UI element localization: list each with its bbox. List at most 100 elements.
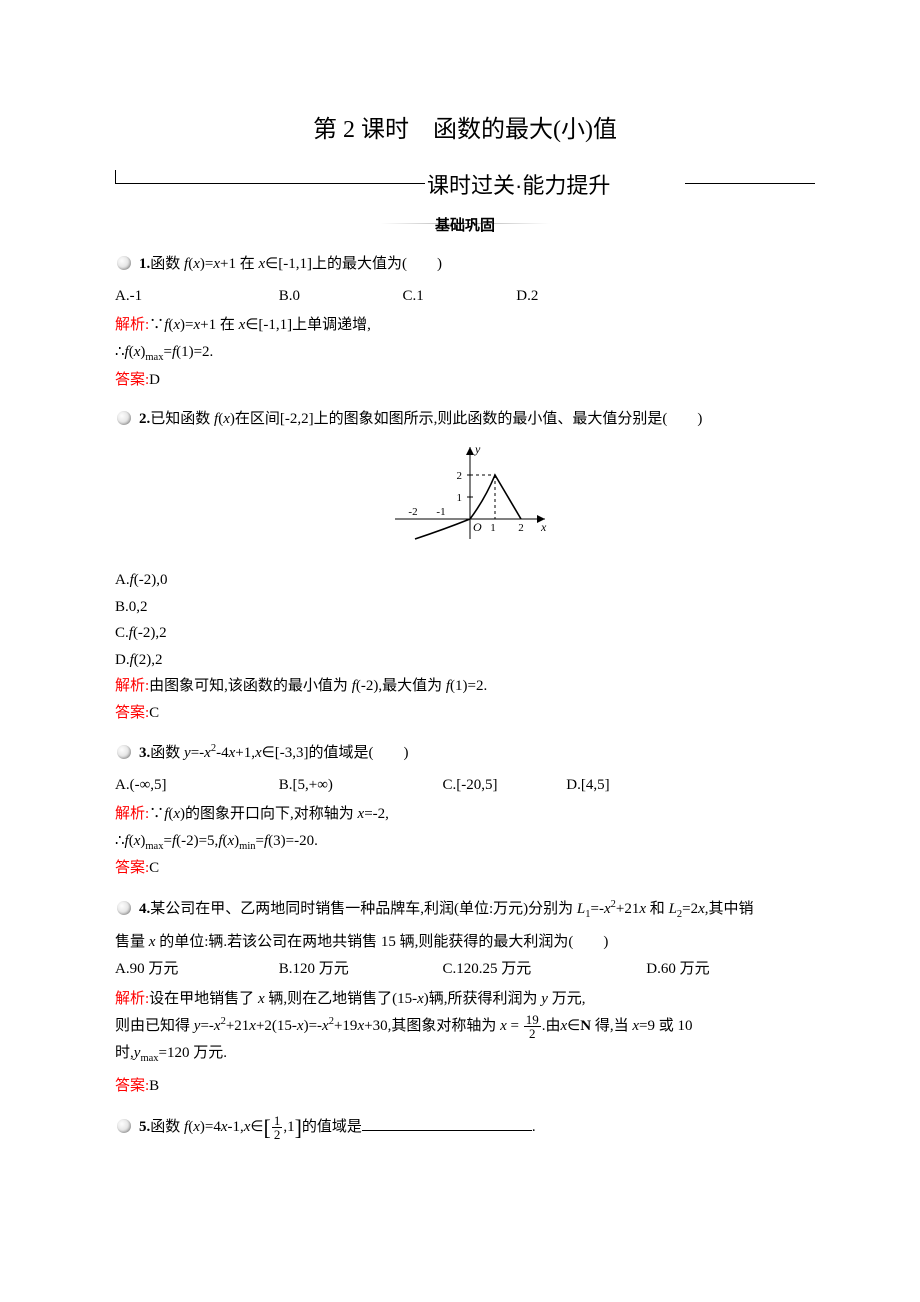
bracket-right: ] <box>295 1117 302 1139</box>
text: +1 在 <box>200 317 238 333</box>
q2-answer: 答案:C <box>115 701 815 727</box>
text: 得,当 <box>591 1018 632 1034</box>
opt-c: C.120.25 万元 <box>443 957 643 983</box>
q2-graph: y x O -2 -1 1 2 1 2 <box>115 439 815 559</box>
text: ∈[-3,3]的值域是( ) <box>262 745 409 761</box>
q5-number: 5. <box>139 1119 150 1135</box>
q4-analysis-3: 时,ymax=120 万元. <box>115 1041 815 1068</box>
opt-b: B.[5,+∞) <box>279 773 439 799</box>
function-graph: y x O -2 -1 1 2 1 2 <box>375 439 555 549</box>
opt-c: C.f(-2),2 <box>115 621 815 647</box>
text: 的单位:辆.若该公司在两地共销售 15 辆,则能获得的最大利润为( ) <box>155 934 608 950</box>
q1-number: 1. <box>139 256 150 272</box>
question-4: 4.某公司在甲、乙两地同时销售一种品牌车,利润(单位:万元)分别为 L1=-x2… <box>115 896 815 1100</box>
var-x: x <box>213 256 220 272</box>
var-x: x <box>698 901 705 917</box>
text: 某公司在甲、乙两地同时销售一种品牌车,利润(单位:万元)分别为 <box>150 901 577 917</box>
text: 时, <box>115 1045 134 1061</box>
subtitle-bar: 课时过关·能力提升 <box>115 169 815 205</box>
q1-options: A.-1 B.0 C.1 D.2 <box>115 284 815 310</box>
text: ∈[-1,1]上的最大值为( ) <box>265 256 442 272</box>
text: D. <box>115 652 130 668</box>
var-x: x <box>297 1018 304 1034</box>
q4-stem-2: 售量 x 的单位:辆.若该公司在两地共销售 15 辆,则能获得的最大利润为( ) <box>115 930 815 956</box>
analysis-label: 解析: <box>115 317 149 333</box>
var-x: x <box>632 1018 639 1034</box>
q3-answer: 答案:C <box>115 856 815 882</box>
svg-text:1: 1 <box>490 522 496 534</box>
text: 和 <box>646 901 669 917</box>
text: 则由已知得 <box>115 1018 194 1034</box>
text: = <box>256 833 264 849</box>
answer-value: D <box>149 372 160 388</box>
var-L: L <box>577 901 585 917</box>
text: =- <box>191 745 204 761</box>
var-x: x <box>193 256 200 272</box>
analysis-label: 解析: <box>115 678 149 694</box>
text: ∈ <box>250 1119 263 1135</box>
text: ∵ <box>149 806 164 822</box>
q2-stem: 2.已知函数 f(x)在区间[-2,2]上的图象如图所示,则此函数的最小值、最大… <box>115 407 815 433</box>
opt-a: A.-1 <box>115 284 275 310</box>
text: +1 在 <box>220 256 258 272</box>
answer-value: B <box>149 1078 159 1094</box>
text: (1)=2. <box>176 344 213 360</box>
text: )辆,所获得利润为 <box>424 991 542 1007</box>
opt-d: D.[4,5] <box>566 773 609 799</box>
fraction-1-2: 12 <box>272 1114 283 1141</box>
opt-a: A.(-∞,5] <box>115 773 275 799</box>
q5-stem: 5.函数 f(x)=4x-1,x∈[12,1]的值域是. <box>115 1114 815 1141</box>
bullet-icon <box>115 899 137 915</box>
var-x: x <box>193 1119 200 1135</box>
text: 由图象可知,该函数的最小值为 <box>149 678 352 694</box>
text: 已知函数 <box>150 411 214 427</box>
text: =-2, <box>364 806 389 822</box>
text: 函数 <box>150 256 184 272</box>
text: =2 <box>682 901 698 917</box>
text: +2(15- <box>256 1018 297 1034</box>
text: = <box>163 833 171 849</box>
q1-stem: 1.函数 f(x)=x+1 在 x∈[-1,1]上的最大值为( ) <box>115 252 815 278</box>
q3-stem: 3.函数 y=-x2-4x+1,x∈[-3,3]的值域是( ) <box>115 740 815 767</box>
var-x: x <box>604 901 611 917</box>
opt-b: B.0 <box>279 284 399 310</box>
sub-max: max <box>140 1053 158 1064</box>
text: A. <box>115 572 130 588</box>
var-x: x <box>322 1018 329 1034</box>
page-title: 第 2 课时 函数的最大(小)值 <box>115 110 815 151</box>
sub-max: max <box>145 352 163 363</box>
set-N: N <box>580 1018 591 1034</box>
text: =- <box>200 1018 213 1034</box>
opt-a: A.f(-2),0 <box>115 568 815 594</box>
bullet-icon <box>115 409 137 425</box>
q3-analysis-2: ∴f(x)max=f(-2)=5,f(x)min=f(3)=-20. <box>115 829 815 856</box>
question-2: 2.已知函数 f(x)在区间[-2,2]上的图象如图所示,则此函数的最小值、最大… <box>115 407 815 726</box>
svg-text:-2: -2 <box>408 506 417 518</box>
fill-blank <box>362 1116 532 1131</box>
q3-options: A.(-∞,5] B.[5,+∞) C.[-20,5] D.[4,5] <box>115 773 815 799</box>
q1-answer: 答案:D <box>115 368 815 394</box>
text: (-2),最大值为 <box>356 678 446 694</box>
text: 万元, <box>548 991 586 1007</box>
text: ,其中销 <box>705 901 754 917</box>
opt-b: B.0,2 <box>115 595 815 621</box>
text: (-2),0 <box>134 572 168 588</box>
text: ,1 <box>283 1119 294 1135</box>
q4-stem-1: 4.某公司在甲、乙两地同时销售一种品牌车,利润(单位:万元)分别为 L1=-x2… <box>115 896 815 924</box>
text: =- <box>591 901 604 917</box>
answer-value: C <box>149 705 159 721</box>
answer-value: C <box>149 860 159 876</box>
text: 售量 <box>115 934 149 950</box>
bullet-icon <box>115 1117 137 1133</box>
svg-text:y: y <box>474 442 481 456</box>
var-x: x <box>214 1018 221 1034</box>
text: ∴ <box>115 833 125 849</box>
text: -4 <box>216 745 229 761</box>
text: = <box>163 344 171 360</box>
answer-label: 答案: <box>115 372 149 388</box>
q2-options: A.f(-2),0 B.0,2 C.f(-2),2 D.f(2),2 <box>115 568 815 673</box>
var-x: x <box>223 411 230 427</box>
text: 设在甲地销售了 <box>149 991 258 1007</box>
text: +1, <box>235 745 255 761</box>
svg-text:x: x <box>540 520 547 534</box>
